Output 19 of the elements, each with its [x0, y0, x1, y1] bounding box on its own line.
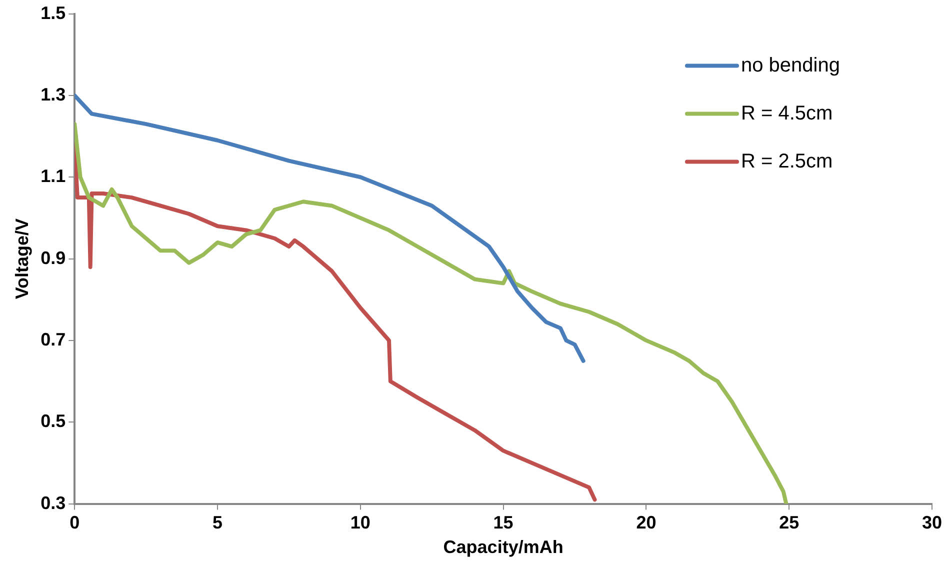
legend-label: R = 4.5cm — [741, 102, 833, 124]
legend-label: no bending — [741, 54, 840, 76]
y-tick-label: 0.3 — [40, 492, 66, 513]
x-tick-label: 15 — [493, 512, 514, 533]
y-tick-label: 1.3 — [40, 84, 66, 104]
x-axis-title: Capacity/mAh — [443, 537, 564, 558]
x-tick-label: 10 — [350, 512, 370, 533]
y-tick-label: 0.9 — [40, 248, 66, 268]
legend-label: R = 2.5cm — [741, 150, 833, 172]
x-tick-label: 20 — [636, 512, 656, 533]
y-tick-label: 1.1 — [40, 166, 66, 186]
y-axis-title: Voltage/V — [12, 218, 32, 300]
y-tick-label: 1.5 — [40, 2, 66, 23]
x-tick-label: 5 — [212, 512, 223, 533]
y-tick-label: 0.7 — [40, 329, 66, 350]
x-tick-label: 25 — [779, 512, 800, 533]
x-tick-label: 0 — [70, 512, 80, 533]
x-tick-label: 30 — [922, 512, 942, 533]
y-tick-label: 0.5 — [40, 411, 66, 432]
